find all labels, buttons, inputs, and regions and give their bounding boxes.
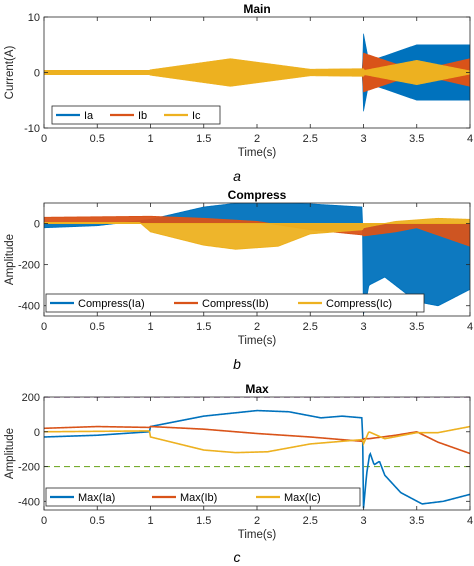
legend-item: Ia (56, 110, 94, 122)
x-tick-label: 3.5 (409, 321, 424, 333)
legend-item: Compress(Ia) (50, 298, 145, 310)
chart-title: Max (245, 382, 269, 396)
chart-title: Main (243, 2, 270, 16)
panel-caption: b (233, 356, 241, 372)
x-tick-label: 2 (254, 321, 260, 333)
x-tick-label: 1.5 (196, 321, 211, 333)
x-tick-label: 1.5 (196, 515, 211, 527)
y-tick-label: -200 (18, 462, 40, 474)
legend-box (45, 293, 425, 313)
panel-caption: a (233, 168, 241, 184)
plot-series (44, 203, 470, 315)
x-tick-label: 1.5 (196, 133, 211, 145)
x-tick-label: 3 (360, 515, 366, 527)
plot-series (44, 397, 470, 509)
legend-label: Ia (84, 110, 94, 122)
x-tick-label: 1 (147, 515, 153, 527)
x-tick-label: 0 (41, 133, 47, 145)
legend: Max(Ia) Max(Ib) Max(Ic) (45, 487, 361, 507)
legend-item: Compress(Ic) (298, 298, 392, 310)
x-tick-label: 0.5 (90, 515, 105, 527)
legend-item: Max(Ia) (50, 492, 115, 504)
legend-label: Max(Ic) (284, 492, 321, 504)
x-tick-label: 0 (41, 515, 47, 527)
x-tick-label: 4 (467, 321, 473, 333)
series-ic (44, 58, 470, 87)
y-axis-label: Amplitude (4, 428, 16, 479)
legend-item: Max(Ic) (256, 492, 321, 504)
legend-label: Ib (138, 110, 147, 122)
legend-label: Max(Ib) (180, 492, 217, 504)
series-max-ic (44, 425, 470, 454)
legend-label: Compress(Ic) (326, 298, 392, 310)
y-tick-label: 0 (34, 427, 40, 439)
legend-label: Compress(Ib) (202, 298, 269, 310)
x-tick-label: 3 (360, 321, 366, 333)
chart-panel-compress: 0 0.5 1 1.5 2 2.5 3 3.5 4 -400 -200 0 Compress Time(s… (4, 188, 473, 372)
series-max-ia (44, 409, 470, 509)
chart-title: Compress (228, 188, 287, 202)
y-axis-label: Amplitude (4, 234, 16, 285)
x-tick-label: 2 (254, 515, 260, 527)
y-tick-label: 0 (34, 219, 40, 231)
x-tick-label: 2 (254, 133, 260, 145)
y-tick-label: 0 (34, 68, 40, 80)
y-tick-label: 10 (28, 12, 40, 24)
legend-item: Max(Ib) (152, 492, 217, 504)
y-tick-label: -10 (24, 123, 40, 135)
legend-item: Ib (110, 110, 147, 122)
x-tick-label: 0.5 (90, 321, 105, 333)
legend-item: Ic (164, 110, 201, 122)
legend: Ia Ib Ic (51, 105, 221, 125)
x-axis-label: Time(s) (238, 335, 277, 347)
x-tick-label: 2.5 (303, 515, 318, 527)
x-tick-label: 3 (360, 133, 366, 145)
series-compress-ic (44, 217, 470, 250)
x-tick-label: 1 (147, 133, 153, 145)
x-tick-label: 4 (467, 515, 473, 527)
legend-box (51, 105, 221, 125)
legend-label: Ic (192, 110, 201, 122)
panel-caption: c (234, 549, 241, 565)
x-tick-label: 4 (467, 133, 473, 145)
plot-series (44, 33, 470, 112)
legend-box (45, 487, 361, 507)
y-tick-label: -200 (18, 260, 40, 272)
x-tick-label: 0.5 (90, 133, 105, 145)
series-max-ib (44, 425, 470, 455)
x-axis-label: Time(s) (238, 147, 277, 159)
legend-label: Compress(Ia) (78, 298, 145, 310)
x-axis-label: Time(s) (238, 529, 277, 541)
y-tick-label: -400 (18, 301, 40, 313)
y-axis-label: Current(A) (4, 45, 16, 99)
x-tick-label: 0 (41, 321, 47, 333)
chart-panel-main: 0 0.5 1 1.5 2 2.5 3 3.5 4-10010MainTime(s)Curren… (4, 2, 473, 184)
y-tick-label: -400 (18, 496, 40, 508)
x-tick-label: 2.5 (303, 321, 318, 333)
legend: Compress(Ia) Compress(Ib) Compress(Ic) (45, 293, 425, 313)
x-tick-label: 1 (147, 321, 153, 333)
x-tick-label: 3.5 (409, 133, 424, 145)
x-tick-label: 2.5 (303, 133, 318, 145)
x-tick-label: 3.5 (409, 515, 424, 527)
legend-label: Max(Ia) (78, 492, 115, 504)
legend-item: Compress(Ib) (174, 298, 269, 310)
y-tick-label: 200 (22, 392, 40, 404)
chart-panel-max: 0 0.5 1 1.5 2 2.5 3 3.5 4 -400 -200 0 200 Max Time(s) A… (4, 382, 473, 565)
